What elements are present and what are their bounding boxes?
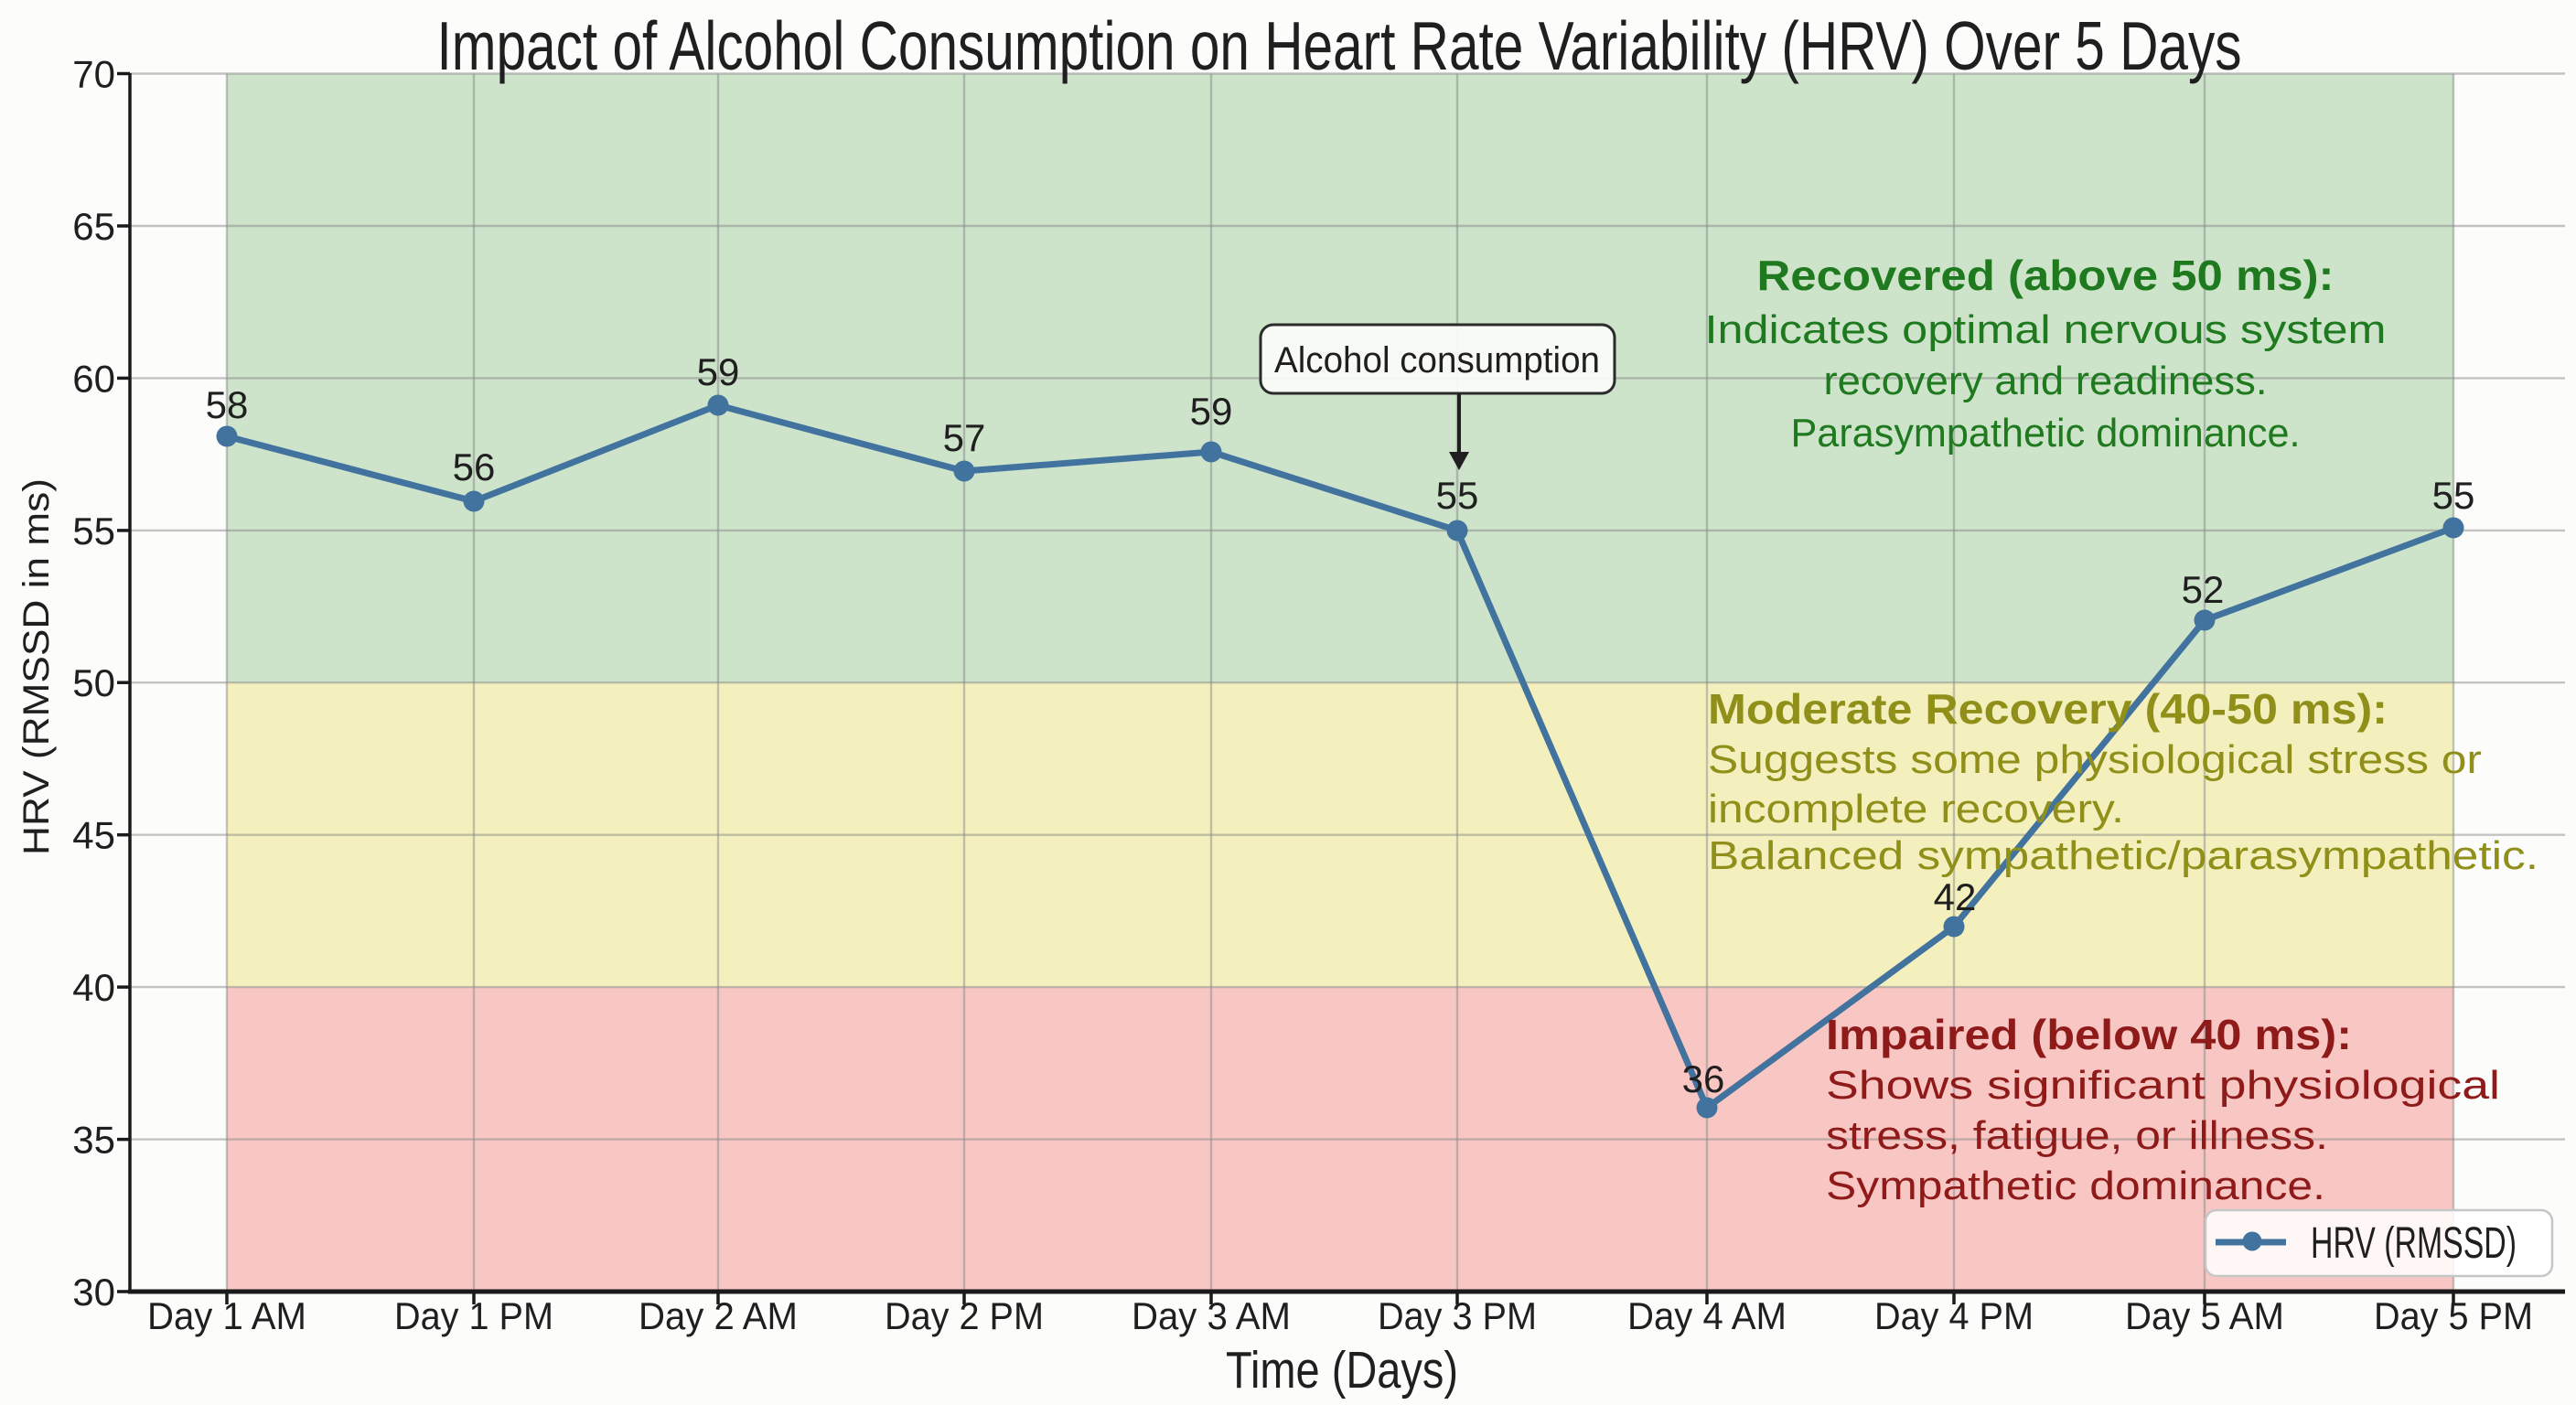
svg-text:Day 3 PM: Day 3 PM: [1378, 1294, 1537, 1337]
svg-text:Suggests some physiological st: Suggests some physiological stress or: [1708, 737, 2482, 782]
svg-text:59: 59: [697, 350, 740, 393]
svg-text:56: 56: [453, 445, 496, 488]
svg-text:Day 4 AM: Day 4 AM: [1627, 1294, 1787, 1337]
svg-text:58: 58: [206, 383, 249, 426]
svg-text:Day 1 PM: Day 1 PM: [394, 1294, 553, 1337]
svg-text:Day 4 PM: Day 4 PM: [1874, 1294, 2034, 1337]
svg-text:Day 5 PM: Day 5 PM: [2374, 1294, 2533, 1337]
svg-text:Day 3 AM: Day 3 AM: [1132, 1294, 1291, 1337]
svg-text:Day 1 AM: Day 1 AM: [147, 1294, 306, 1337]
svg-text:Alcohol consumption: Alcohol consumption: [1274, 340, 1600, 381]
svg-text:Impaired (below 40 ms):: Impaired (below 40 ms):: [1826, 1011, 2352, 1058]
svg-text:Day 2 AM: Day 2 AM: [639, 1294, 798, 1337]
svg-text:55: 55: [2432, 474, 2475, 517]
svg-text:recovery and readiness.: recovery and readiness.: [1824, 359, 2268, 403]
svg-text:55: 55: [1436, 474, 1479, 517]
svg-text:36: 36: [1682, 1057, 1725, 1100]
svg-text:HRV (RMSSD in ms): HRV (RMSSD in ms): [16, 478, 57, 855]
svg-text:Shows significant physiologica: Shows significant physiological: [1826, 1063, 2500, 1108]
svg-text:Day 2 PM: Day 2 PM: [885, 1294, 1044, 1337]
svg-text:50: 50: [72, 661, 115, 704]
svg-text:59: 59: [1190, 390, 1233, 433]
svg-text:35: 35: [72, 1119, 115, 1162]
svg-text:Balanced sympathetic/parasympa: Balanced sympathetic/parasympathetic.: [1708, 833, 2538, 878]
svg-text:stress, fatigue, or illness.: stress, fatigue, or illness.: [1826, 1113, 2328, 1158]
svg-text:45: 45: [72, 814, 115, 857]
svg-text:incomplete recovery.: incomplete recovery.: [1708, 787, 2124, 831]
svg-text:55: 55: [72, 509, 115, 552]
svg-text:Moderate Recovery (40-50 ms):: Moderate Recovery (40-50 ms):: [1708, 685, 2388, 733]
svg-text:30: 30: [72, 1271, 115, 1314]
svg-text:Day 5 AM: Day 5 AM: [2125, 1294, 2284, 1337]
svg-text:Parasympathetic dominance.: Parasympathetic dominance.: [1791, 411, 2301, 456]
svg-text:60: 60: [72, 357, 115, 400]
svg-text:52: 52: [2182, 568, 2225, 611]
svg-text:65: 65: [72, 205, 115, 248]
svg-text:Indicates optimal nervous syst: Indicates optimal nervous system: [1705, 307, 2387, 352]
svg-text:Time (Days): Time (Days): [1226, 1341, 1458, 1400]
svg-text:42: 42: [1934, 875, 1977, 918]
svg-text:70: 70: [72, 53, 115, 96]
svg-text:Recovered (above 50 ms):: Recovered (above 50 ms):: [1757, 252, 2334, 299]
svg-text:57: 57: [943, 416, 986, 459]
svg-text:40: 40: [72, 966, 115, 1009]
svg-text:Impact of Alcohol Consumption: Impact of Alcohol Consumption on Heart R…: [437, 7, 2242, 84]
svg-text:Sympathetic dominance.: Sympathetic dominance.: [1826, 1164, 2325, 1208]
svg-text:HRV (RMSSD): HRV (RMSSD): [2311, 1219, 2517, 1268]
